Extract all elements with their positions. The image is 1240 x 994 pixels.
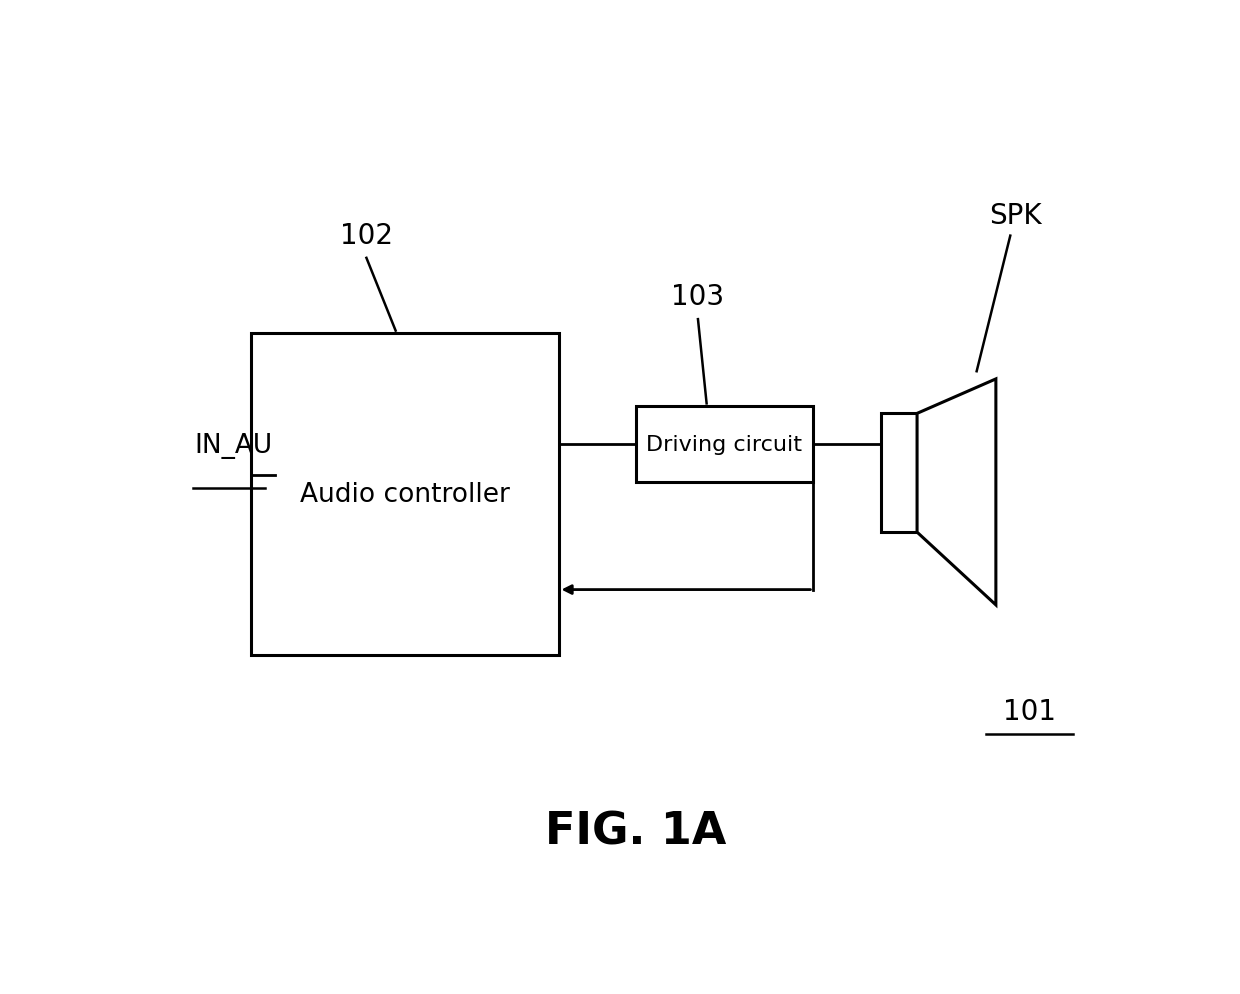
Bar xyxy=(880,414,918,533)
Bar xyxy=(635,407,813,483)
Text: Audio controller: Audio controller xyxy=(300,481,510,507)
Text: FIG. 1A: FIG. 1A xyxy=(544,809,727,853)
Text: IN_AU: IN_AU xyxy=(195,432,273,458)
Text: Driving circuit: Driving circuit xyxy=(646,434,802,454)
Text: SPK: SPK xyxy=(988,203,1042,231)
Text: 102: 102 xyxy=(340,222,393,249)
Polygon shape xyxy=(918,380,996,605)
Text: 101: 101 xyxy=(1003,697,1056,725)
Bar xyxy=(250,334,559,655)
Text: 103: 103 xyxy=(671,282,724,310)
